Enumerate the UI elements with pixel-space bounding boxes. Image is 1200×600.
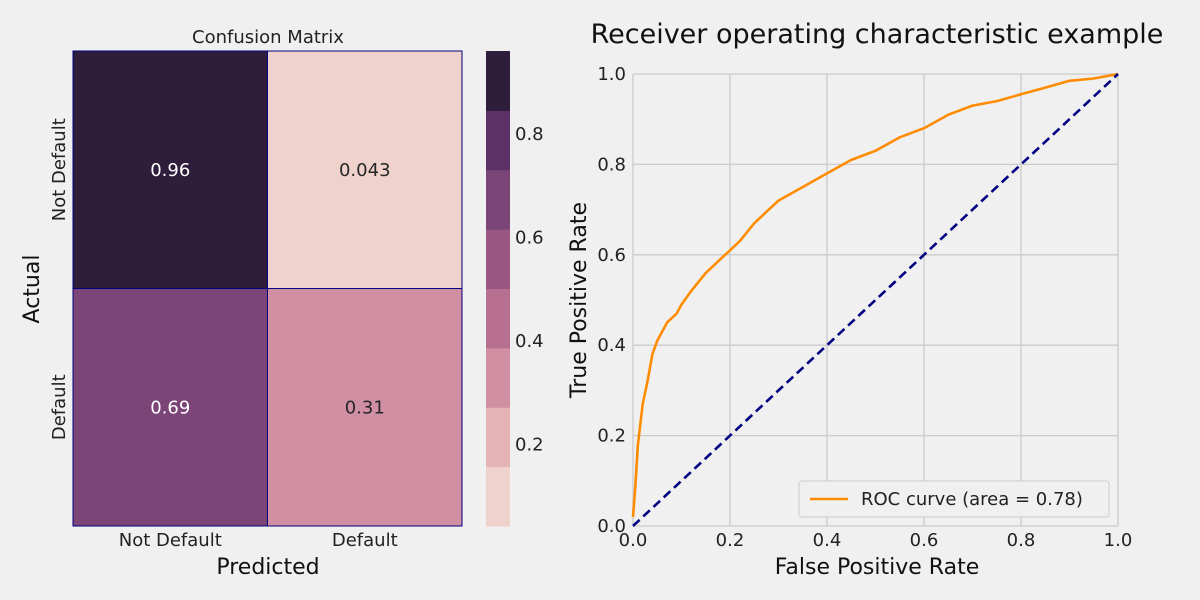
roc-x-tick-label: 0.2 bbox=[716, 530, 745, 551]
cm-cell-value: 0.96 bbox=[150, 160, 190, 181]
cm-x-tick-label: Not Default bbox=[119, 530, 222, 551]
colorbar-segment bbox=[486, 110, 510, 171]
cm-cell bbox=[72, 50, 268, 289]
cm-x-ticks: Not Default Default bbox=[119, 530, 398, 551]
roc-y-tick-label: 0.8 bbox=[597, 154, 626, 175]
cm-x-axis-label: Predicted bbox=[216, 555, 319, 580]
roc-x-axis-label: False Positive Rate bbox=[775, 555, 979, 580]
roc-legend-box bbox=[798, 480, 1110, 518]
colorbar-segment bbox=[486, 51, 510, 111]
colorbar-segment bbox=[486, 288, 510, 349]
roc-grid bbox=[632, 73, 1119, 527]
roc-legend: ROC curve (area = 0.78) bbox=[798, 480, 1110, 518]
roc-lines bbox=[631, 72, 1119, 527]
roc-x-tick-label: 1.0 bbox=[1104, 530, 1133, 551]
roc-x-tick-label: 0.6 bbox=[910, 530, 939, 551]
colorbar-segment bbox=[486, 169, 510, 230]
roc-title: Receiver operating characteristic exampl… bbox=[591, 19, 1164, 50]
roc-panel: Receiver operating characteristic exampl… bbox=[567, 19, 1163, 580]
roc-y-tick-label: 0.0 bbox=[597, 516, 626, 537]
roc-y-axis-label: True Positive Rate bbox=[567, 202, 592, 399]
roc-x-ticks: 0.0 0.2 0.4 0.6 0.8 1.0 bbox=[619, 530, 1133, 551]
roc-y-tick-label: 0.2 bbox=[597, 426, 626, 447]
roc-x-tick-label: 0.0 bbox=[619, 530, 648, 551]
cm-cell bbox=[72, 288, 268, 527]
colorbar-segment bbox=[486, 229, 510, 289]
roc-chance-line bbox=[632, 73, 1119, 527]
cm-y-ticks: Not Default Default bbox=[49, 118, 70, 440]
cm-y-tick-label: Default bbox=[49, 374, 70, 440]
cm-cells: 0.96 0.043 0.69 0.31 bbox=[72, 50, 463, 527]
cm-cell-value: 0.69 bbox=[150, 397, 190, 418]
roc-y-tick-label: 0.6 bbox=[597, 245, 626, 266]
roc-legend-label: ROC curve (area = 0.78) bbox=[861, 489, 1083, 510]
cm-x-tick-label: Default bbox=[332, 530, 398, 551]
colorbar-segment bbox=[486, 347, 510, 408]
roc-y-tick-label: 0.4 bbox=[597, 335, 626, 356]
colorbar: 0.2 0.4 0.6 0.8 bbox=[486, 51, 544, 527]
confusion-matrix-panel: Confusion Matrix 0.96 0.043 0.69 0.31 Not D… bbox=[20, 27, 544, 580]
roc-x-tick-label: 0.8 bbox=[1007, 530, 1036, 551]
roc-y-ticks: 0.0 0.2 0.4 0.6 0.8 1.0 bbox=[597, 64, 626, 537]
cm-cell-value: 0.043 bbox=[339, 160, 391, 181]
cm-title: Confusion Matrix bbox=[192, 27, 344, 48]
roc-x-tick-label: 0.4 bbox=[813, 530, 842, 551]
cm-cell bbox=[267, 288, 463, 527]
cm-y-tick-label: Not Default bbox=[49, 118, 70, 221]
roc-y-tick-label: 1.0 bbox=[597, 64, 626, 85]
colorbar-segment bbox=[486, 407, 510, 468]
colorbar-tick-label: 0.8 bbox=[515, 124, 544, 145]
colorbar-tick-label: 0.2 bbox=[515, 435, 544, 456]
colorbar-tick-label: 0.4 bbox=[515, 331, 544, 352]
colorbar-segment bbox=[486, 466, 510, 527]
cm-y-axis-label: Actual bbox=[20, 255, 45, 324]
roc-curve-line bbox=[631, 72, 1119, 518]
cm-cell-value: 0.31 bbox=[345, 397, 385, 418]
cm-cell bbox=[267, 50, 463, 289]
colorbar-tick-label: 0.6 bbox=[515, 227, 544, 248]
